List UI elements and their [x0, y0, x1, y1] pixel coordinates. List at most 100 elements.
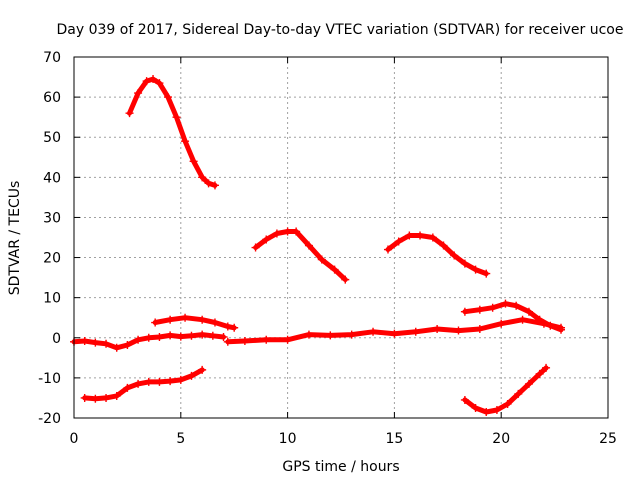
- y-axis-label: SDTVAR / TECUs: [7, 181, 23, 296]
- data-point: [292, 227, 301, 236]
- data-point: [91, 338, 100, 347]
- data-point: [134, 379, 143, 388]
- data-point: [524, 379, 533, 388]
- data-point: [149, 75, 158, 84]
- data-point: [112, 391, 121, 400]
- data-point: [262, 235, 271, 244]
- data-point: [482, 269, 491, 278]
- data-point: [102, 393, 111, 402]
- data-point: [411, 327, 420, 336]
- data-point: [492, 405, 501, 414]
- data-point: [223, 337, 232, 346]
- data-point: [501, 299, 510, 308]
- data-point: [514, 389, 523, 398]
- data-point: [198, 330, 207, 339]
- data-point: [317, 255, 326, 264]
- data-point: [439, 241, 448, 250]
- x-tick-label: 0: [70, 431, 79, 447]
- data-point: [518, 315, 527, 324]
- x-tick-label: 15: [385, 431, 403, 447]
- y-tick-label: 60: [43, 90, 61, 106]
- data-point: [198, 173, 207, 182]
- data-point: [181, 137, 190, 146]
- data-point: [283, 335, 292, 344]
- data-point: [390, 329, 399, 338]
- x-tick-label: 20: [492, 431, 510, 447]
- data-point: [204, 179, 213, 188]
- data-point: [330, 265, 339, 274]
- data-point: [208, 331, 217, 340]
- data-point: [557, 323, 566, 332]
- data-point: [471, 403, 480, 412]
- data-point: [460, 395, 469, 404]
- data-point: [262, 335, 271, 344]
- data-point: [163, 93, 172, 102]
- data-point: [512, 301, 521, 310]
- y-tick-label: 10: [43, 291, 61, 307]
- data-point: [482, 407, 491, 416]
- series-line: [385, 233, 489, 277]
- data-point: [230, 323, 239, 332]
- series-arc-7: [223, 315, 566, 346]
- data-point: [123, 383, 132, 392]
- data-point: [450, 251, 459, 260]
- data-point: [347, 330, 356, 339]
- plot-frame: [73, 56, 609, 419]
- data-point: [166, 331, 175, 340]
- data-point: [125, 109, 134, 118]
- series-arc-9: [460, 363, 551, 416]
- data-point: [210, 318, 219, 327]
- data-point: [151, 318, 160, 327]
- data-point: [535, 369, 544, 378]
- series-arc-1: [125, 75, 219, 190]
- data-point: [102, 339, 111, 348]
- data-point: [80, 336, 89, 345]
- data-point: [134, 335, 143, 344]
- data-point: [539, 319, 548, 328]
- data-point: [219, 332, 228, 341]
- series-arc-3: [383, 231, 491, 278]
- data-point: [341, 275, 350, 284]
- data-point: [383, 245, 392, 254]
- y-tick-label: 40: [43, 170, 61, 186]
- y-tick-label: 50: [43, 130, 61, 146]
- data-point: [198, 315, 207, 324]
- data-point: [142, 77, 151, 86]
- data-point: [283, 227, 292, 236]
- series-layer: [70, 75, 566, 416]
- x-axis-label: GPS time / hours: [282, 459, 399, 475]
- data-point: [166, 315, 175, 324]
- data-point: [91, 394, 100, 403]
- data-point: [475, 305, 484, 314]
- data-point: [471, 265, 480, 274]
- data-point: [433, 324, 442, 333]
- data-point: [198, 365, 207, 374]
- ticks: 0 5 10 15 20 25 -20 -10 0 10 20 30 40 50 60 70: [38, 50, 617, 447]
- y-tick-label: 70: [43, 50, 61, 66]
- data-point: [272, 229, 281, 238]
- data-point: [240, 336, 249, 345]
- data-point: [524, 307, 533, 316]
- grid: [74, 57, 608, 418]
- y-tick-label: 0: [52, 331, 61, 347]
- data-point: [155, 377, 164, 386]
- data-point: [488, 303, 497, 312]
- data-point: [176, 332, 185, 341]
- y-tick-label: 20: [43, 251, 61, 267]
- data-point: [134, 89, 143, 98]
- data-point: [304, 241, 313, 250]
- data-point: [144, 377, 153, 386]
- data-point: [187, 371, 196, 380]
- x-tick-label: 5: [176, 431, 185, 447]
- data-point: [454, 326, 463, 335]
- data-point: [176, 375, 185, 384]
- series-arc-8: [80, 365, 207, 403]
- data-point: [428, 233, 437, 242]
- chart-title: Day 039 of 2017, Sidereal Day-to-day VTE…: [57, 22, 624, 38]
- series-arc-2: [251, 227, 350, 284]
- data-point: [155, 332, 164, 341]
- data-point: [503, 399, 512, 408]
- data-point: [405, 231, 414, 240]
